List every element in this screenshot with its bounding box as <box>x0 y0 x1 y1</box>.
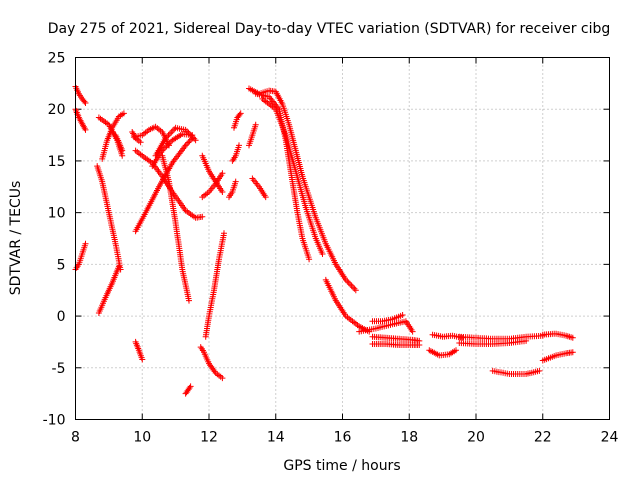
series-arc-1 <box>72 83 89 106</box>
x-axis-label: GPS time / hours <box>283 458 400 474</box>
plot-frame <box>75 57 610 420</box>
series-arc-23 <box>229 142 242 164</box>
series-arc-34 <box>369 333 423 344</box>
series-arc-19 <box>202 230 227 340</box>
data-point-markers <box>456 332 546 342</box>
data-point-markers <box>95 263 122 316</box>
data-point-markers <box>112 132 126 154</box>
data-point-markers <box>199 170 226 201</box>
y-tick-labels: -10 -5 0 5 10 15 20 25 <box>43 51 66 429</box>
data-point-markers <box>426 347 459 359</box>
y-axis-label: SDTVAR / TECUs <box>8 181 24 296</box>
gridlines <box>75 57 610 420</box>
data-point-markers <box>226 178 239 201</box>
series-arc-12 <box>159 152 192 304</box>
x-tick-label: 18 <box>400 430 418 446</box>
y-tick-label: -10 <box>43 413 66 429</box>
x-tick-label: 20 <box>467 430 485 446</box>
data-point-markers <box>132 338 146 363</box>
data-point-markers <box>132 135 196 235</box>
x-tick-label: 22 <box>534 430 552 446</box>
series-arc-29 <box>259 95 326 257</box>
data-point-markers <box>246 85 359 294</box>
data-point-markers <box>202 230 227 340</box>
series-arc-6 <box>95 263 122 316</box>
series-arc-21 <box>199 170 226 201</box>
data-point-markers <box>539 330 576 341</box>
y-tick-label: 10 <box>48 206 66 222</box>
x-tick-label: 14 <box>267 430 285 446</box>
series-arc-30 <box>322 276 373 335</box>
chart-title: Day 275 of 2021, Sidereal Day-to-day VTE… <box>48 21 611 37</box>
y-tick-label: -5 <box>52 361 66 377</box>
series-arc-14 <box>149 131 196 170</box>
data-point-markers <box>72 106 89 133</box>
series-arc-17 <box>182 383 194 397</box>
x-tick-label: 24 <box>601 430 619 446</box>
data-point-markers <box>539 349 576 364</box>
series-arc-2 <box>72 106 89 133</box>
x-tick-label: 10 <box>133 430 151 446</box>
x-tick-label: 8 <box>71 430 80 446</box>
x-tick-label: 12 <box>200 430 218 446</box>
series-arc-26 <box>249 175 269 201</box>
series-arc-11 <box>130 123 172 149</box>
data-point-markers <box>369 341 423 348</box>
data-points <box>72 83 576 397</box>
series-arc-38 <box>456 337 530 347</box>
data-point-markers <box>249 175 269 201</box>
series-arc-7 <box>99 110 127 162</box>
data-point-markers <box>429 331 466 341</box>
x-tick-label: 16 <box>334 430 352 446</box>
series-arc-37 <box>456 332 546 342</box>
y-tick-label: 20 <box>48 102 66 118</box>
data-point-markers <box>369 333 423 344</box>
data-point-markers <box>130 123 172 149</box>
series-arc-8 <box>112 132 126 154</box>
series-arc-16 <box>132 338 146 363</box>
series-arc-31 <box>356 318 416 335</box>
data-point-markers <box>159 152 192 304</box>
data-point-markers <box>259 95 326 257</box>
series-arc-3 <box>72 240 89 273</box>
series-arc-32 <box>369 312 406 325</box>
data-point-markers <box>246 121 259 149</box>
series-arc-39 <box>489 367 543 377</box>
x-tick-labels: 8 10 12 14 16 18 20 22 24 <box>71 430 618 446</box>
data-point-markers <box>369 312 406 325</box>
series-arc-40 <box>539 349 576 364</box>
data-point-markers <box>356 318 416 335</box>
series-arc-27 <box>246 85 359 294</box>
data-point-markers <box>197 344 226 382</box>
y-tick-label: 0 <box>57 309 66 325</box>
series-arc-41 <box>539 330 576 341</box>
series-arc-24 <box>231 110 244 131</box>
series-arc-25 <box>246 121 259 149</box>
series-arc-22 <box>226 178 239 201</box>
data-point-markers <box>149 131 196 170</box>
data-point-markers <box>489 367 543 377</box>
data-point-markers <box>72 83 89 106</box>
data-point-markers <box>322 276 373 335</box>
data-point-markers <box>229 142 242 164</box>
series-arc-13 <box>132 135 196 235</box>
series-arc-35 <box>429 331 466 341</box>
data-point-markers <box>94 163 124 273</box>
data-point-markers <box>182 383 194 397</box>
data-point-markers <box>152 124 199 159</box>
data-point-markers <box>231 110 244 131</box>
series-arc-15 <box>152 124 199 159</box>
data-point-markers <box>72 240 89 273</box>
y-tick-label: 15 <box>48 154 66 170</box>
y-tick-label: 5 <box>57 257 66 273</box>
data-point-markers <box>99 110 127 162</box>
y-tick-label: 25 <box>48 51 66 67</box>
series-arc-36 <box>426 347 459 359</box>
data-point-markers <box>456 337 530 347</box>
series-arc-4 <box>94 163 124 273</box>
series-arc-18 <box>197 344 226 382</box>
series-arc-33 <box>369 341 423 348</box>
